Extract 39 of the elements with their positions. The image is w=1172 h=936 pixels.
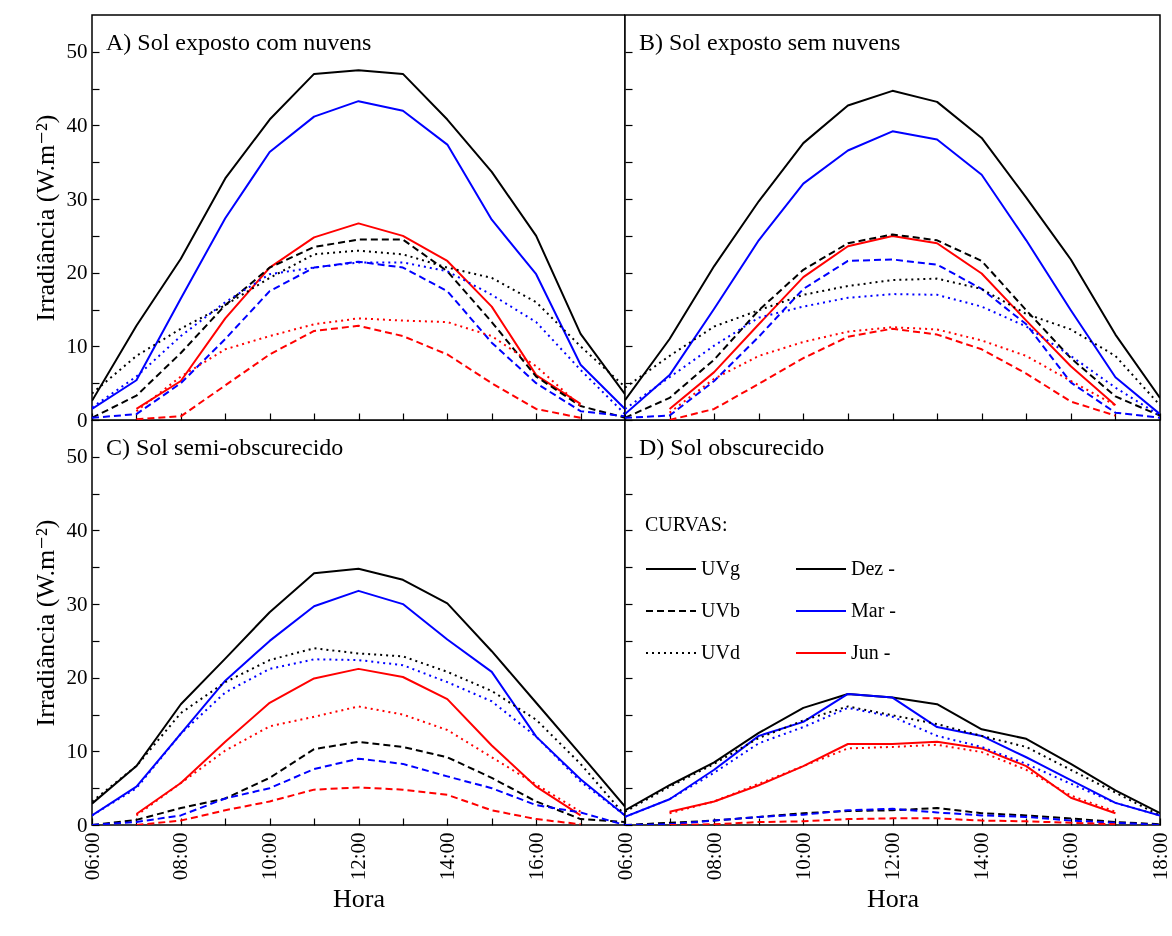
y-tick-label: 50 (66, 39, 88, 64)
y-tick-label: 40 (66, 517, 88, 542)
text: A) Sol exposto com nuvens (106, 29, 372, 55)
annotation: UVd (701, 641, 740, 663)
annotation: UVg (701, 557, 740, 580)
y-tick-label: 40 (66, 112, 88, 137)
text: B) Sol exposto sem nuvens (639, 29, 901, 55)
x-tick-label: 14:00 (969, 832, 994, 881)
annotation: Jun - (851, 641, 891, 663)
y-tick-label: 50 (66, 444, 88, 469)
y-tick-label: 0 (77, 407, 88, 432)
x-tick-label: 18:00 (1147, 832, 1172, 881)
legend-title: CURVAS: (645, 513, 728, 535)
x-tick-label: 12:00 (346, 832, 370, 881)
x-tick-label: 12:00 (880, 832, 904, 881)
x-tick-label: 16:00 (1058, 832, 1083, 881)
x-tick-label: 06:00 (612, 832, 637, 881)
y-tick-label: 20 (66, 260, 88, 285)
y-tick-label: 30 (66, 591, 88, 616)
text: C) Sol semi-obscurecido (106, 434, 344, 460)
y-tick-label: 10 (66, 738, 88, 763)
x-tick-label: 14:00 (434, 832, 459, 881)
y-axis-title: Irradiância (W.m⁻²) (30, 519, 60, 727)
annotation: Dez - (851, 557, 895, 579)
x-tick-label: 08:00 (701, 832, 726, 881)
x-axis-title: Hora (867, 884, 920, 914)
x-tick-label: 10:00 (257, 832, 282, 881)
x-tick-label: 10:00 (790, 832, 815, 881)
annotation: UVb (701, 599, 740, 621)
x-axis-title: Hora (333, 884, 386, 914)
x-tick-label: 06:00 (79, 832, 104, 881)
y-tick-label: 20 (66, 665, 88, 690)
x-tick-label: 16:00 (523, 832, 548, 881)
x-tick-label: 08:00 (168, 832, 193, 881)
text: D) Sol obscurecido (639, 434, 825, 460)
y-tick-label: 10 (66, 333, 88, 358)
y-axis-title: Irradiância (W.m⁻²) (30, 114, 60, 322)
annotation: Mar - (851, 599, 896, 621)
y-tick-label: 30 (66, 186, 88, 211)
